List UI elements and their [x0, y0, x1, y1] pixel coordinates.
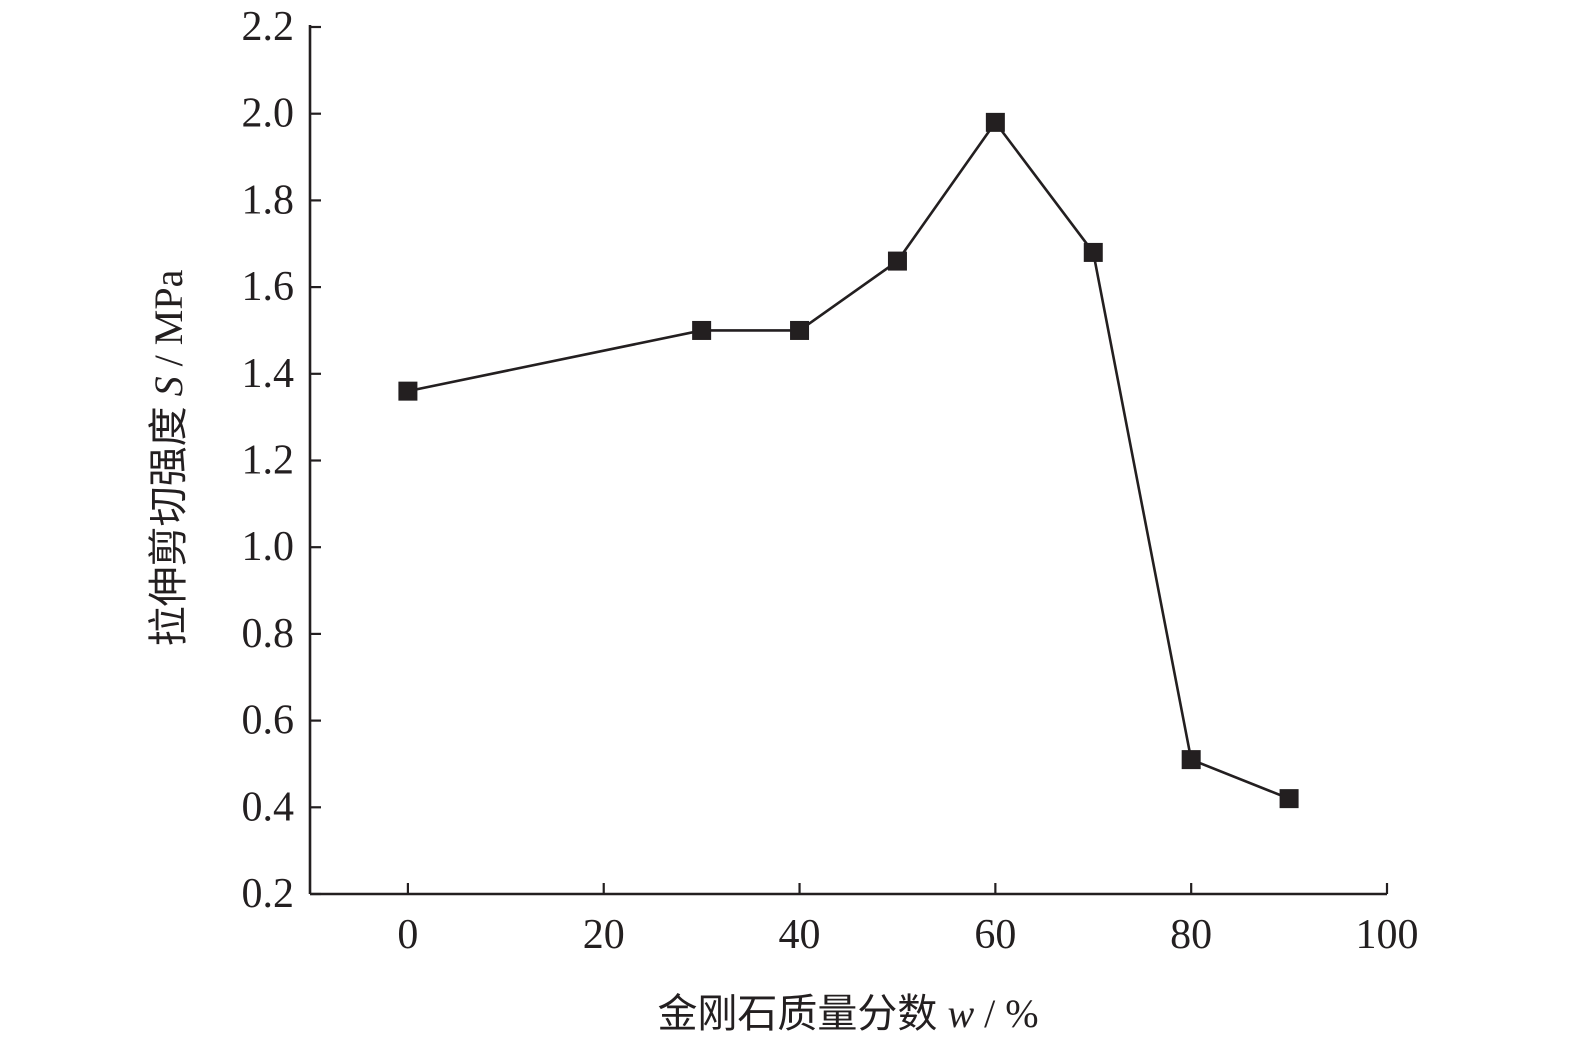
y-axis-title-symbol: S — [146, 376, 191, 396]
data-point-marker — [1181, 750, 1201, 770]
y-axis-title: 拉伸剪切强度 S / MPa — [146, 269, 191, 646]
x-axis-ticks: 0 20 40 60 80 100 — [397, 883, 1419, 958]
y-tick-label: 0.2 — [242, 871, 295, 917]
x-tick-label: 20 — [583, 912, 625, 958]
data-point-marker — [790, 320, 810, 340]
axes — [308, 25, 1387, 896]
data-point-marker — [985, 112, 1005, 132]
y-axis-title-text: 拉伸剪切强度 — [146, 396, 191, 646]
x-axis-title-unit: / % — [974, 991, 1038, 1036]
x-tick-label: 0 — [397, 912, 418, 958]
x-axis-title: 金刚石质量分数 w / % — [657, 991, 1038, 1036]
y-tick-label: 2.0 — [242, 91, 295, 137]
y-tick-label: 1.6 — [242, 264, 295, 310]
data-point-marker — [692, 320, 712, 340]
y-tick-label: 0.4 — [242, 784, 295, 830]
series-line — [407, 120, 1290, 800]
x-axis-title-text: 金刚石质量分数 — [657, 991, 947, 1036]
y-axis-title-unit: / MPa — [146, 269, 191, 376]
y-tick-label: 1.4 — [242, 351, 295, 397]
data-point-marker — [1083, 242, 1103, 262]
data-point-marker — [887, 251, 907, 271]
y-tick-label: 1.8 — [242, 177, 295, 223]
y-tick-label: 2.2 — [242, 4, 295, 50]
x-tick-label: 100 — [1356, 912, 1419, 958]
x-axis-title-symbol: w — [947, 991, 974, 1036]
y-tick-label: 0.8 — [242, 611, 295, 657]
x-tick-label: 60 — [974, 912, 1016, 958]
x-tick-label: 80 — [1170, 912, 1212, 958]
y-tick-label: 0.6 — [242, 698, 295, 744]
y-tick-label: 1.0 — [242, 524, 295, 570]
data-point-marker — [398, 381, 418, 401]
data-point-marker — [1279, 789, 1299, 809]
series-layer — [398, 112, 1299, 809]
y-axis-ticks: 0.2 0.4 0.6 0.8 1.0 1.2 1.4 1.6 1.8 2.0 2.2 — [242, 4, 321, 917]
y-tick-label: 1.2 — [242, 438, 295, 484]
x-tick-label: 40 — [779, 912, 821, 958]
